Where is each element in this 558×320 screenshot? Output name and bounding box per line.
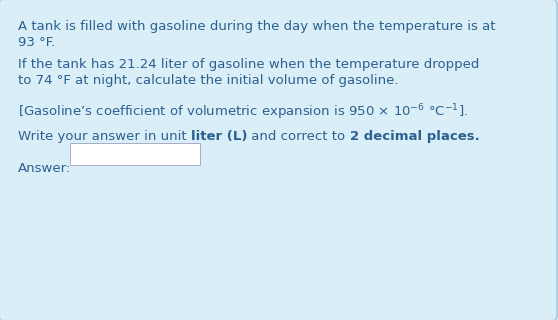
Text: A tank is filled with gasoline during the day when the temperature is at: A tank is filled with gasoline during th… — [18, 20, 496, 33]
Text: If the tank has 21.24 liter of gasoline when the temperature dropped: If the tank has 21.24 liter of gasoline … — [18, 58, 479, 71]
Text: 93 °F.: 93 °F. — [18, 36, 55, 49]
Text: Answer:: Answer: — [18, 162, 71, 175]
Text: and correct to: and correct to — [247, 130, 350, 143]
Text: Write your answer in unit: Write your answer in unit — [18, 130, 191, 143]
Text: 2 decimal places.: 2 decimal places. — [350, 130, 479, 143]
Text: [Gasoline’s coefficient of volumetric expansion is 950 × 10$^{-6}$ °C$^{-1}$].: [Gasoline’s coefficient of volumetric ex… — [18, 102, 468, 122]
Text: liter (L): liter (L) — [191, 130, 247, 143]
FancyBboxPatch shape — [70, 143, 200, 165]
Text: to 74 °F at night, calculate the initial volume of gasoline.: to 74 °F at night, calculate the initial… — [18, 74, 398, 87]
